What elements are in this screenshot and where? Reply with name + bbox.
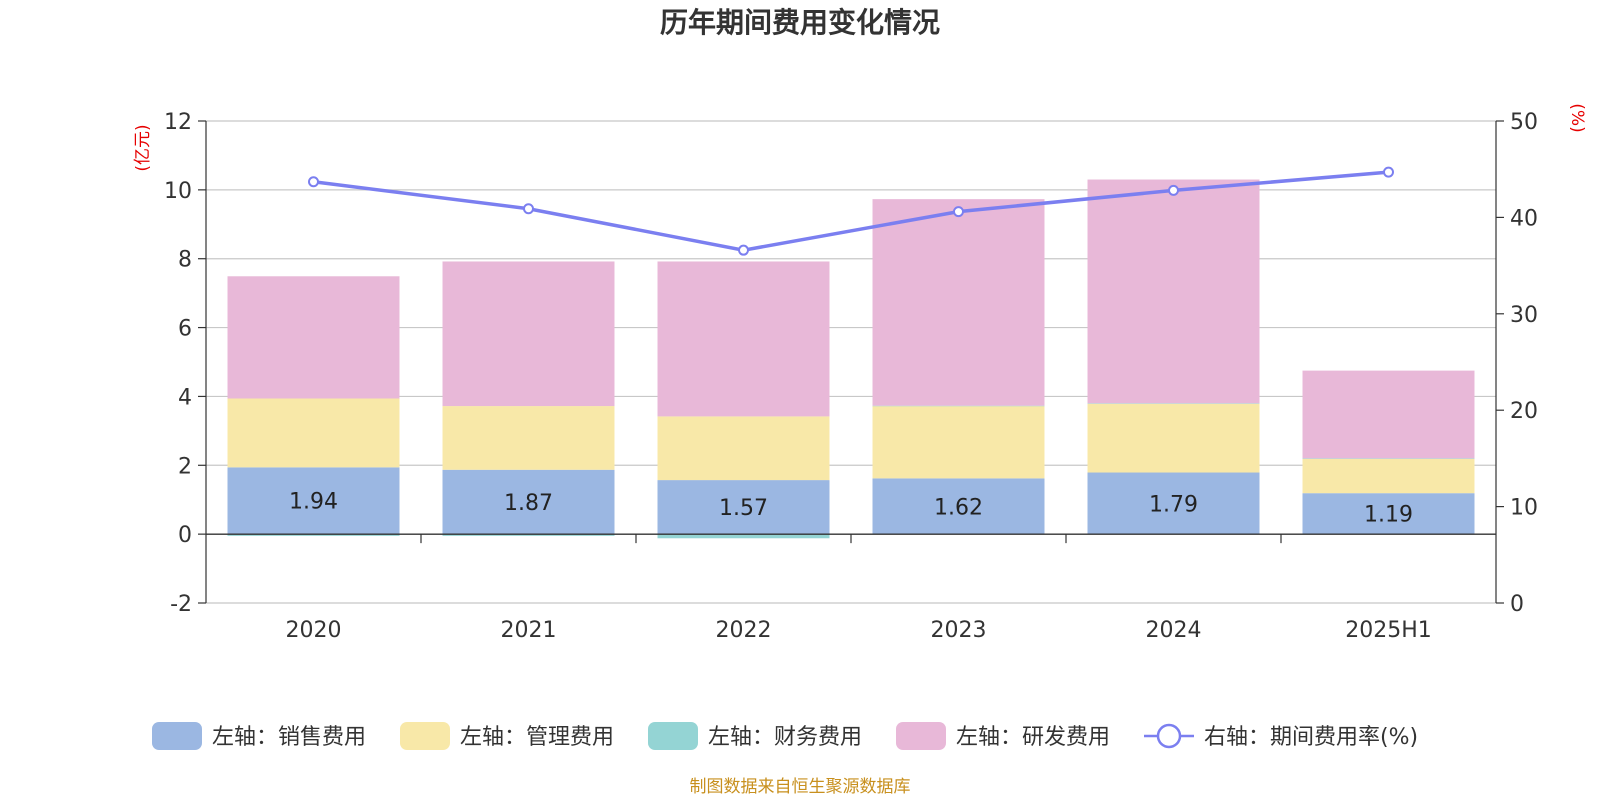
legend-label: 左轴：研发费用 — [956, 725, 1110, 750]
bar-segment — [1087, 403, 1260, 404]
bar-segment — [442, 406, 615, 470]
right-tick-label: 20 — [1510, 399, 1538, 424]
right-tick-label: 0 — [1510, 592, 1524, 617]
bar-segment — [872, 199, 1045, 406]
left-tick-label: 4 — [178, 385, 192, 410]
bar-value-label: 1.19 — [1364, 503, 1413, 528]
legend-item: 左轴：管理费用 — [400, 722, 614, 750]
x-tick-label: 2021 — [501, 618, 557, 643]
legend-item: 左轴：研发费用 — [896, 722, 1110, 750]
rate-point — [1168, 184, 1179, 196]
legend: 左轴：销售费用 左轴：管理费用 左轴：财务费用 左轴：研发费用 右轴：期间费用率(%) — [152, 722, 1418, 750]
left-tick-label: 10 — [164, 179, 192, 204]
bar-segment — [227, 534, 400, 536]
right-tick-label: 50 — [1510, 110, 1538, 135]
bar-segment — [872, 478, 1045, 535]
x-tick-label: 2025H1 — [1345, 618, 1432, 643]
left-tick-label: 6 — [178, 317, 192, 342]
bar-segment — [227, 398, 400, 468]
bar-segment — [442, 469, 615, 535]
legend-item: 左轴：财务费用 — [648, 722, 862, 750]
bar-value-label: 1.57 — [719, 496, 768, 521]
chart-title: 历年期间费用变化情况 — [660, 6, 940, 39]
source-note: 制图数据来自恒生聚源数据库 — [690, 777, 911, 797]
rate-line — [308, 166, 1394, 256]
rate-point — [1383, 166, 1394, 178]
right-tick-label: 40 — [1510, 206, 1538, 231]
bar-segment — [1302, 370, 1475, 459]
bar-segment — [227, 276, 400, 399]
rate-point — [308, 176, 319, 188]
bar-segment — [657, 261, 830, 417]
left-tick-label: -2 — [170, 592, 192, 617]
left-tick-label: 0 — [178, 523, 192, 548]
legend-label: 右轴：期间费用率(%) — [1204, 725, 1418, 750]
x-tick-label: 2023 — [931, 618, 987, 643]
x-tick-label: 2022 — [716, 618, 772, 643]
bar-segment — [657, 416, 830, 481]
bar-value-label: 1.87 — [504, 491, 553, 516]
legend-marker — [1156, 723, 1182, 749]
left-tick-label: 2 — [178, 454, 192, 479]
left-tick-label: 8 — [178, 248, 192, 273]
rate-line-path — [313, 170, 1389, 252]
x-tick-label: 2024 — [1146, 618, 1202, 643]
bar-segment — [442, 534, 615, 536]
legend-swatch — [400, 722, 450, 750]
legend-item: 右轴：期间费用率(%) — [1144, 723, 1418, 750]
bar-segment — [1087, 472, 1260, 535]
x-tick-label: 2020 — [286, 618, 342, 643]
right-tick-label: 30 — [1510, 303, 1538, 328]
grid — [206, 120, 1496, 604]
bar-value-label: 1.79 — [1149, 492, 1198, 517]
bar-value-label: 1.62 — [934, 495, 983, 520]
bar-value-label: 1.94 — [289, 490, 338, 515]
bar-segment — [1302, 458, 1475, 494]
left-axis-unit: (亿元) — [133, 124, 153, 171]
right-axis-unit: (%) — [1567, 103, 1587, 132]
legend-swatch — [152, 722, 202, 750]
rate-point — [738, 244, 749, 256]
bar-segment — [1302, 493, 1475, 535]
bar-segment — [872, 405, 1045, 407]
bar-segment — [872, 406, 1045, 479]
legend-label: 左轴：财务费用 — [708, 725, 862, 750]
bar-segment — [657, 534, 830, 539]
legend-swatch — [896, 722, 946, 750]
bar-segment — [657, 480, 830, 535]
bar-labels: 1.94 1.87 1.57 1.62 1.79 1.19 — [289, 490, 1413, 528]
legend-label: 左轴：销售费用 — [212, 725, 366, 750]
bar-segment — [1087, 403, 1260, 473]
rate-point — [523, 203, 534, 215]
bar-segment — [442, 261, 615, 407]
right-tick-label: 10 — [1510, 496, 1538, 521]
bars — [227, 179, 1475, 539]
legend-item: 左轴：销售费用 — [152, 722, 366, 750]
bar-segment — [1302, 458, 1475, 459]
bar-segment — [227, 467, 400, 535]
bar-segment — [1087, 179, 1260, 404]
legend-swatch — [648, 722, 698, 750]
left-tick-label: 12 — [164, 110, 192, 135]
rate-point — [953, 206, 964, 218]
legend-label: 左轴：管理费用 — [460, 725, 614, 750]
